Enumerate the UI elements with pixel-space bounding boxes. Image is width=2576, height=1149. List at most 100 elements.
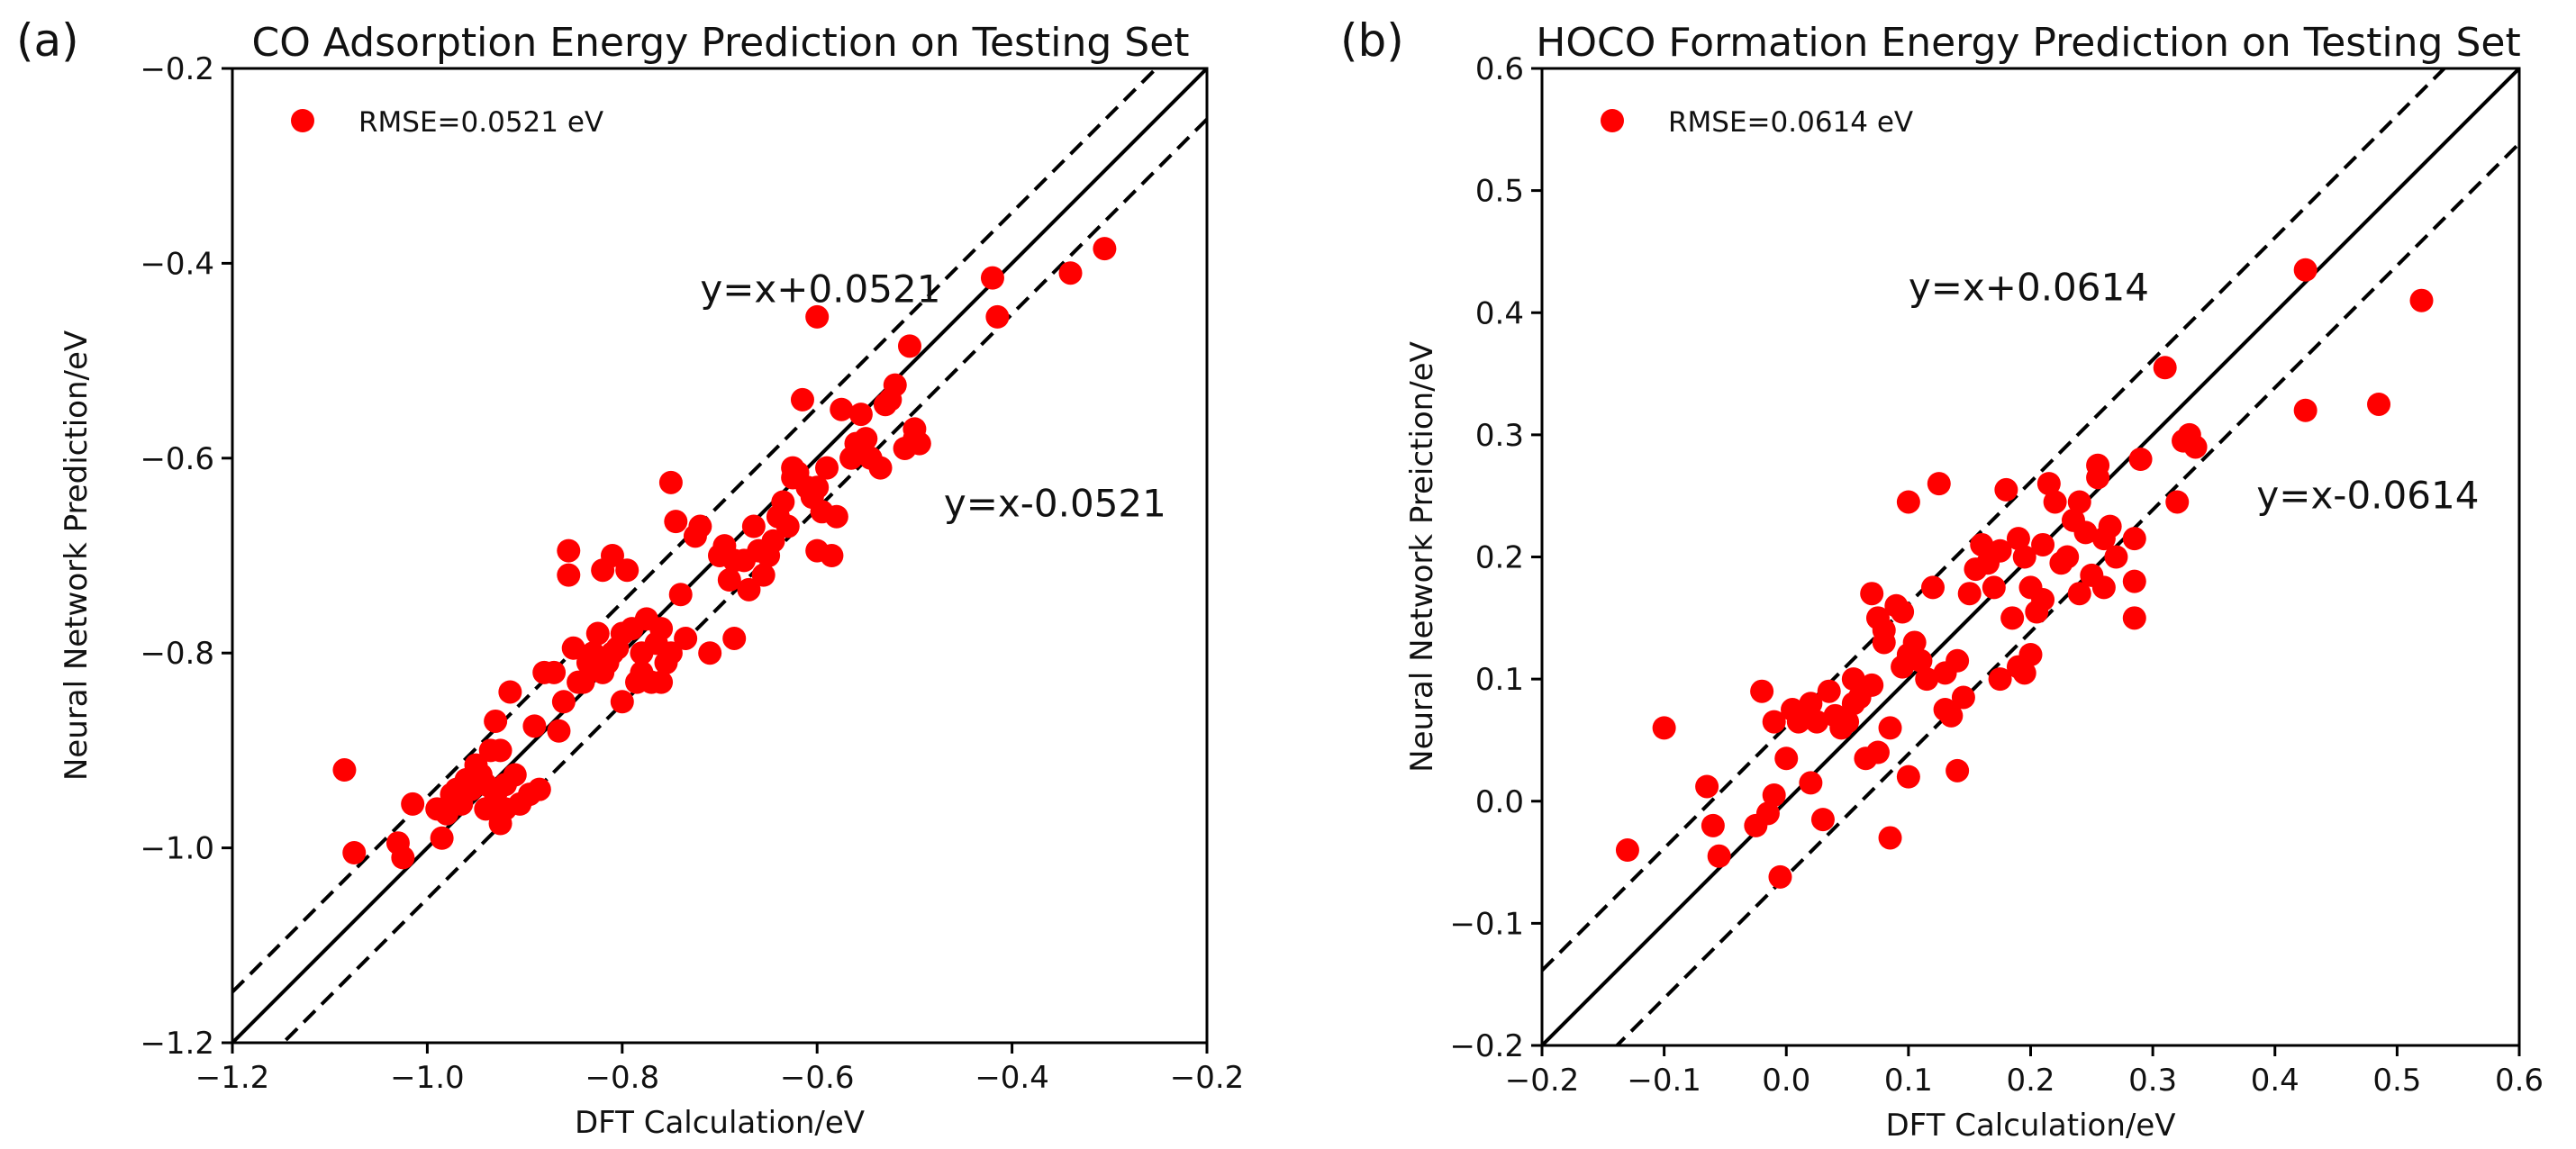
data-point xyxy=(1841,667,1865,692)
x-tick-label: −0.6 xyxy=(780,1060,855,1096)
data-point xyxy=(1902,630,1927,655)
panel-label: (a) xyxy=(16,14,79,67)
data-point xyxy=(722,626,747,650)
x-axis-label: DFT Calculation/eV xyxy=(575,1105,865,1141)
y-tick-label: 0.1 xyxy=(1475,662,1524,698)
y-tick-label: −0.1 xyxy=(1449,906,1524,942)
data-point xyxy=(1939,703,1964,728)
line-annotation: y=x+0.0521 xyxy=(700,267,940,312)
data-point xyxy=(585,621,610,646)
data-point xyxy=(2012,661,2036,685)
data-point xyxy=(805,304,830,329)
data-point xyxy=(488,738,512,763)
data-point xyxy=(1946,648,1970,673)
y-tick-label: −1.0 xyxy=(140,831,214,867)
data-point xyxy=(1988,667,2012,692)
x-tick-label: 0.6 xyxy=(2495,1063,2544,1099)
data-point xyxy=(2409,288,2434,312)
data-point xyxy=(776,514,800,538)
data-point xyxy=(1774,746,1799,771)
data-point xyxy=(688,514,712,538)
data-point xyxy=(1878,716,1902,740)
data-point xyxy=(1865,740,1890,764)
data-point xyxy=(2122,606,2146,630)
y-tick-label: 0.2 xyxy=(1475,540,1524,576)
data-point xyxy=(1970,532,1994,556)
x-axis-label: DFT Calculation/eV xyxy=(1885,1108,2175,1144)
data-point xyxy=(557,538,581,563)
data-point xyxy=(2165,490,2190,514)
data-point xyxy=(649,617,674,641)
data-point xyxy=(1988,538,2012,563)
data-point xyxy=(1994,477,2018,502)
data-point xyxy=(815,456,839,480)
data-point xyxy=(820,544,844,567)
line-annotation: y=x+0.0614 xyxy=(1909,266,2149,310)
data-point xyxy=(2012,545,2036,569)
y-tick-label: 0.6 xyxy=(1475,51,1524,87)
data-point xyxy=(2086,453,2110,477)
chart-title: HOCO Formation Energy Prediction on Test… xyxy=(1536,20,2520,66)
legend-marker xyxy=(1601,109,1624,132)
data-point xyxy=(649,670,674,694)
data-point xyxy=(2122,527,2146,551)
data-point xyxy=(2073,520,2098,545)
data-point xyxy=(600,544,624,567)
data-point xyxy=(391,846,415,870)
data-point xyxy=(790,387,814,412)
lower-bound-line xyxy=(1614,141,2519,1045)
data-point xyxy=(674,626,698,650)
y-tick-label: −0.4 xyxy=(140,246,214,282)
y-tick-label: 0.4 xyxy=(1475,295,1524,331)
data-point xyxy=(1860,582,1884,606)
data-point xyxy=(1860,673,1884,697)
data-point xyxy=(1896,490,1920,514)
data-point xyxy=(1762,783,1786,807)
data-point xyxy=(1093,237,1117,261)
scatter-points xyxy=(332,237,1117,870)
data-point xyxy=(761,529,785,553)
data-point xyxy=(668,583,693,607)
data-point xyxy=(854,427,878,451)
x-tick-label: 0.3 xyxy=(2128,1063,2177,1099)
data-point xyxy=(2153,356,2177,380)
y-tick-label: −0.8 xyxy=(140,636,214,672)
data-point xyxy=(1909,648,1933,673)
data-point xyxy=(2293,258,2317,282)
data-point xyxy=(557,563,581,587)
data-point xyxy=(1695,774,1719,799)
y-tick-label: −0.6 xyxy=(140,441,214,477)
data-point xyxy=(830,397,854,421)
data-point xyxy=(1878,826,1902,850)
data-point xyxy=(1805,710,1829,734)
x-tick-label: 0.5 xyxy=(2372,1063,2421,1099)
data-point xyxy=(737,577,761,602)
data-point xyxy=(1799,692,1823,716)
x-tick-label: 0.1 xyxy=(1884,1063,1933,1099)
data-point xyxy=(1762,710,1786,734)
data-point xyxy=(2043,490,2067,514)
y-tick-label: −0.2 xyxy=(1449,1028,1524,1064)
x-tick-label: −0.4 xyxy=(975,1060,1049,1096)
y-tick-label: −1.2 xyxy=(140,1026,214,1062)
data-point xyxy=(1707,844,1731,868)
data-point xyxy=(985,304,1010,329)
data-point xyxy=(717,568,741,593)
data-point xyxy=(1946,758,1970,783)
data-point xyxy=(2036,472,2061,496)
upper-bound-line xyxy=(232,68,1159,994)
data-point xyxy=(498,680,522,704)
data-point xyxy=(2031,587,2055,611)
data-point xyxy=(741,514,766,538)
data-point xyxy=(1951,685,1975,710)
data-point xyxy=(1891,600,1915,624)
data-point xyxy=(1652,716,1676,740)
x-tick-label: 0.2 xyxy=(2006,1063,2054,1099)
data-point xyxy=(907,431,931,456)
data-point xyxy=(551,690,576,714)
x-tick-label: 0.4 xyxy=(2251,1063,2299,1099)
data-point xyxy=(2098,514,2122,538)
data-point xyxy=(2183,435,2208,459)
data-point xyxy=(2367,392,2391,416)
